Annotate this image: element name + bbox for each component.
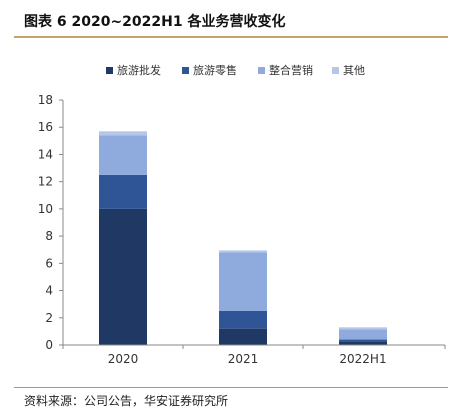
y-tick-label-1: 2 (45, 311, 53, 325)
x-tick-label-2: 2022H1 (339, 352, 386, 366)
header-rule (14, 36, 448, 38)
bar-2021-旅游零售 (219, 310, 267, 329)
legend-label-2: 整合营销 (269, 63, 313, 77)
figure-title: 图表 6 2020~2022H1 各业务营收变化 (24, 14, 286, 30)
bar-2021-旅游批发 (219, 328, 267, 345)
legend-label-1: 旅游零售 (193, 63, 237, 77)
bar-2021-其他 (219, 250, 267, 253)
y-tick-label-0: 0 (45, 338, 53, 352)
y-axis: 0 2 4 6 8 10 12 14 16 18 (38, 93, 64, 352)
x-tick-label-0: 2020 (108, 352, 139, 366)
footer-rule (14, 387, 448, 388)
legend-swatch-3 (332, 67, 339, 74)
x-tick-label-1: 2021 (228, 352, 259, 366)
legend: 旅游批发 旅游零售 整合营销 其他 (106, 63, 365, 77)
bars (99, 131, 387, 345)
y-tick-label-2: 4 (45, 284, 53, 298)
bar-2022H1-整合营销 (339, 329, 387, 340)
bar-2022H1-旅游批发 (339, 341, 387, 345)
bar-2020-旅游零售 (99, 174, 147, 209)
legend-label-3: 其他 (343, 64, 365, 77)
chart-area: 旅游批发 旅游零售 整合营销 其他 0 2 4 6 8 10 12 14 16 18 2020 2021 2… (0, 44, 461, 374)
y-tick-label-3: 6 (45, 256, 53, 270)
legend-label-0: 旅游批发 (117, 63, 161, 77)
bar-2021-整合营销 (219, 252, 267, 311)
y-tick-label-5: 10 (38, 202, 53, 216)
y-tick-label-7: 14 (38, 147, 53, 161)
y-tick-label-9: 18 (38, 93, 53, 107)
bar-2020-整合营销 (99, 135, 147, 175)
x-axis: 2020 2021 2022H1 (62, 344, 446, 366)
y-tick-label-4: 8 (45, 229, 53, 243)
y-tick-label-8: 16 (38, 120, 53, 134)
y-tick-label-6: 12 (38, 175, 53, 189)
bar-2020-旅游批发 (99, 208, 147, 345)
bar-2022H1-其他 (339, 327, 387, 330)
legend-swatch-0 (106, 67, 113, 74)
source-note: 资料来源：公司公告，华安证券研究所 (24, 394, 229, 408)
legend-swatch-2 (258, 67, 265, 74)
figure-header: 图表 6 2020~2022H1 各业务营收变化 (0, 0, 461, 40)
bar-2020-其他 (99, 131, 147, 136)
bar-2022H1-旅游零售 (339, 339, 387, 342)
legend-swatch-1 (182, 67, 189, 74)
